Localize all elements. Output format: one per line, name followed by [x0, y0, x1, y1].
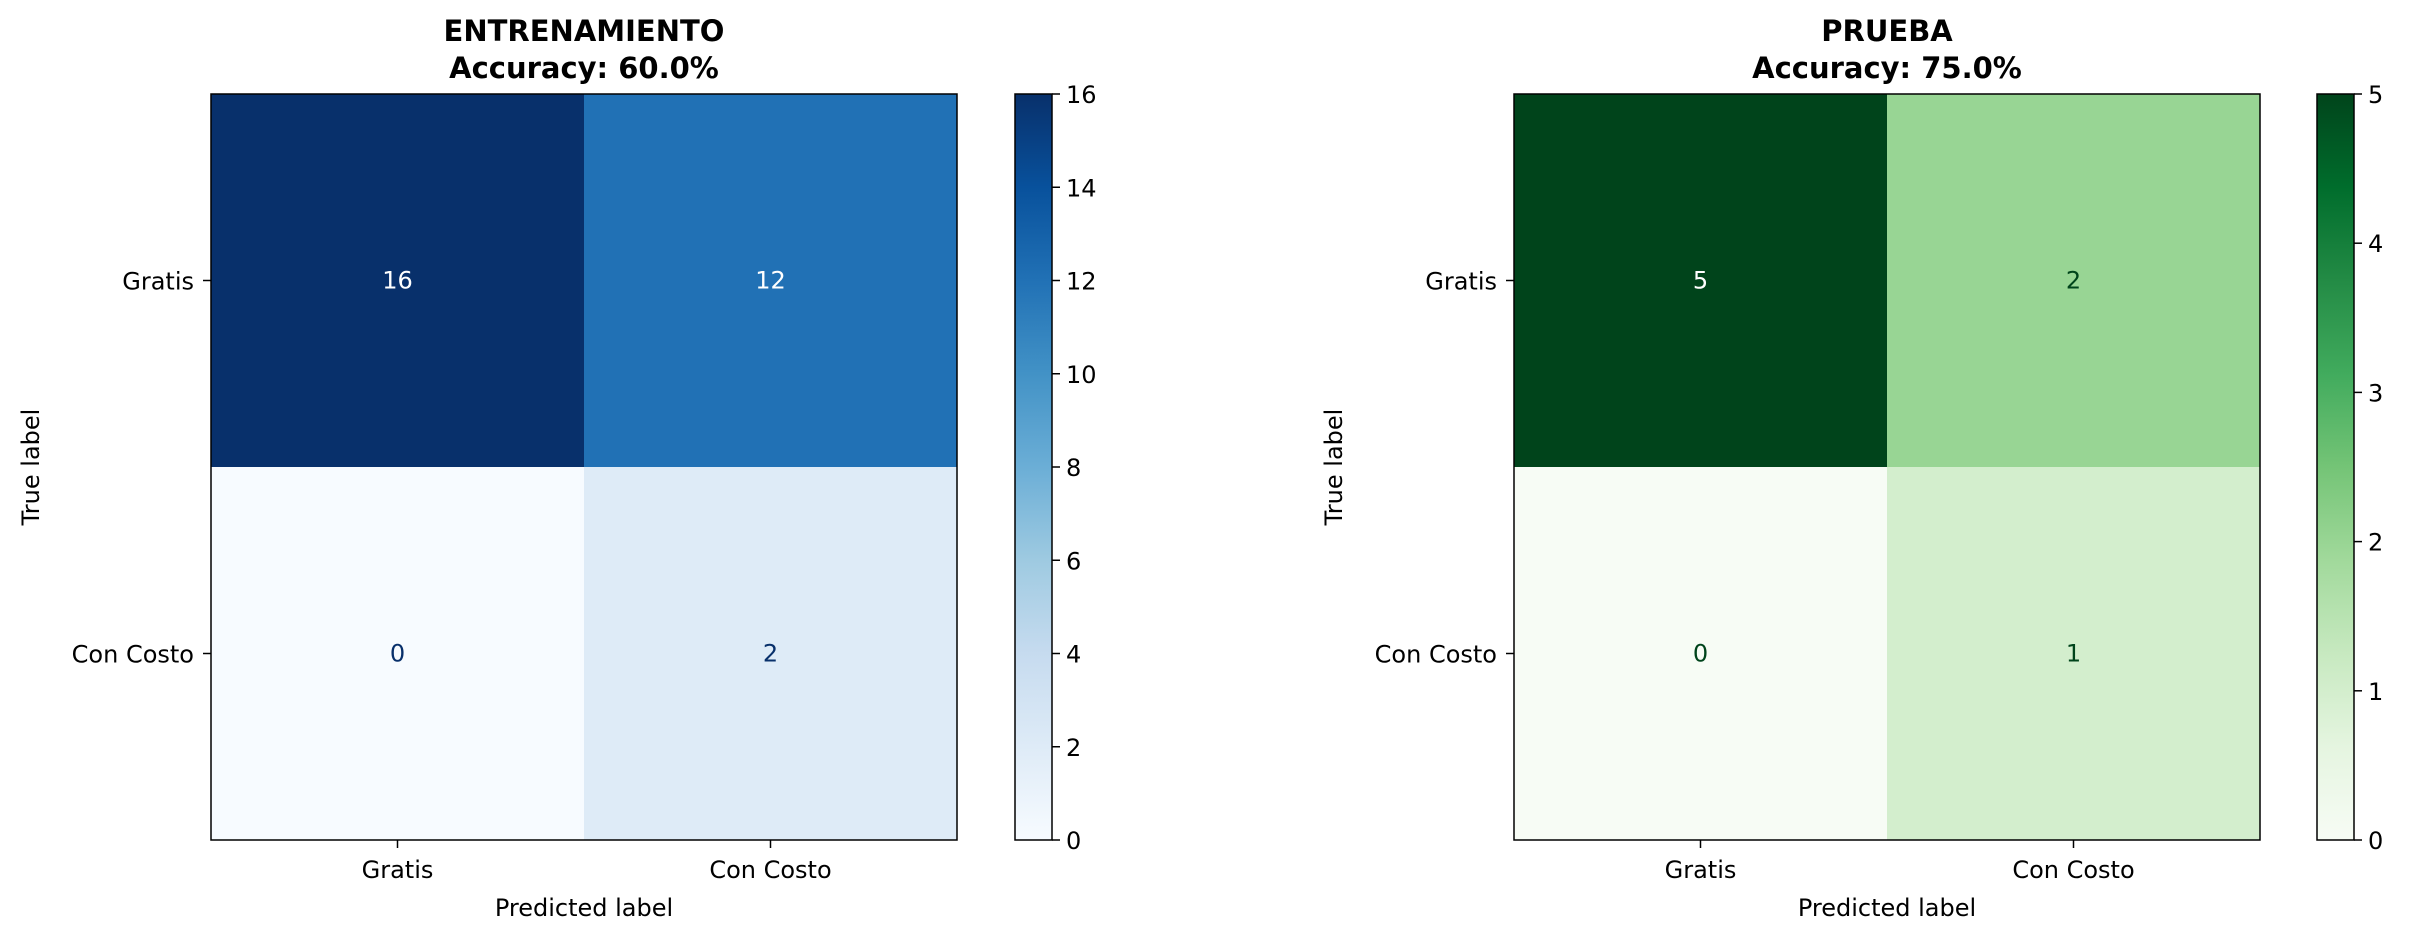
y-tick-label: Gratis — [1425, 268, 1497, 296]
colorbar-tick-label: 4 — [2368, 230, 2383, 258]
matrix-cell — [1887, 467, 2260, 840]
matrix-cell — [1887, 94, 2260, 467]
colorbar-tick-label: 12 — [1066, 268, 1097, 296]
chart-title: ENTRENAMIENTO — [444, 14, 725, 48]
y-axis-label: True label — [17, 409, 45, 527]
chart-subtitle: Accuracy: 75.0% — [1752, 51, 2022, 85]
cell-value-label: 16 — [382, 267, 413, 295]
cell-value-label: 5 — [1693, 267, 1708, 295]
x-tick-label: Con Costo — [2012, 856, 2134, 884]
colorbar-tick-label: 0 — [1066, 827, 1081, 855]
matrix-cell — [1514, 94, 1887, 467]
colorbar-tick-label: 2 — [2368, 529, 2383, 557]
x-axis-label: Predicted label — [1798, 894, 1976, 922]
y-tick-label: Gratis — [122, 268, 194, 296]
colorbar-tick-label: 16 — [1066, 81, 1097, 109]
y-tick-label: Con Costo — [1375, 641, 1497, 669]
cell-value-label: 2 — [2066, 267, 2081, 295]
chart-subtitle: Accuracy: 60.0% — [449, 51, 719, 85]
y-tick-label: Con Costo — [72, 641, 194, 669]
x-tick-label: Gratis — [1665, 856, 1737, 884]
cell-value-label: 0 — [1693, 640, 1708, 668]
colorbar-tick-label: 8 — [1066, 454, 1081, 482]
matrix-cell — [211, 467, 584, 840]
x-axis-label: Predicted label — [495, 894, 673, 922]
colorbar-tick-label: 5 — [2368, 81, 2383, 109]
matrix-cell — [584, 94, 957, 467]
axes-frame — [1513, 93, 2261, 841]
colorbar-tick-label: 6 — [1066, 547, 1081, 575]
colorbar-gradient — [1014, 93, 1053, 841]
y-axis-label: True label — [1320, 409, 1348, 527]
colorbar: 0 2 4 6 8 10 12 14 16 — [1014, 81, 1097, 855]
colorbar-tick-label: 1 — [2368, 678, 2383, 706]
x-tick-label: Gratis — [362, 856, 434, 884]
x-tick-label: Con Costo — [709, 856, 831, 884]
axes-frame — [210, 93, 958, 841]
matrix-cell — [1514, 467, 1887, 840]
chart-title: PRUEBA — [1821, 14, 1953, 48]
colorbar: 0 1 2 3 4 5 — [2316, 81, 2383, 855]
cell-value-label: 1 — [2066, 640, 2081, 668]
colorbar-gradient — [2316, 93, 2355, 841]
colorbar-tick-label: 14 — [1066, 174, 1097, 202]
colorbar-tick-label: 3 — [2368, 379, 2383, 407]
matrix-cell — [211, 94, 584, 467]
colorbar-tick-label: 10 — [1066, 361, 1097, 389]
cell-value-label: 0 — [390, 640, 405, 668]
cell-value-label: 12 — [755, 267, 786, 295]
colorbar-tick-label: 4 — [1066, 641, 1081, 669]
cell-value-label: 2 — [763, 640, 778, 668]
colorbar-tick-label: 2 — [1066, 734, 1081, 762]
matrix-cell — [584, 467, 957, 840]
colorbar-tick-label: 0 — [2368, 827, 2383, 855]
